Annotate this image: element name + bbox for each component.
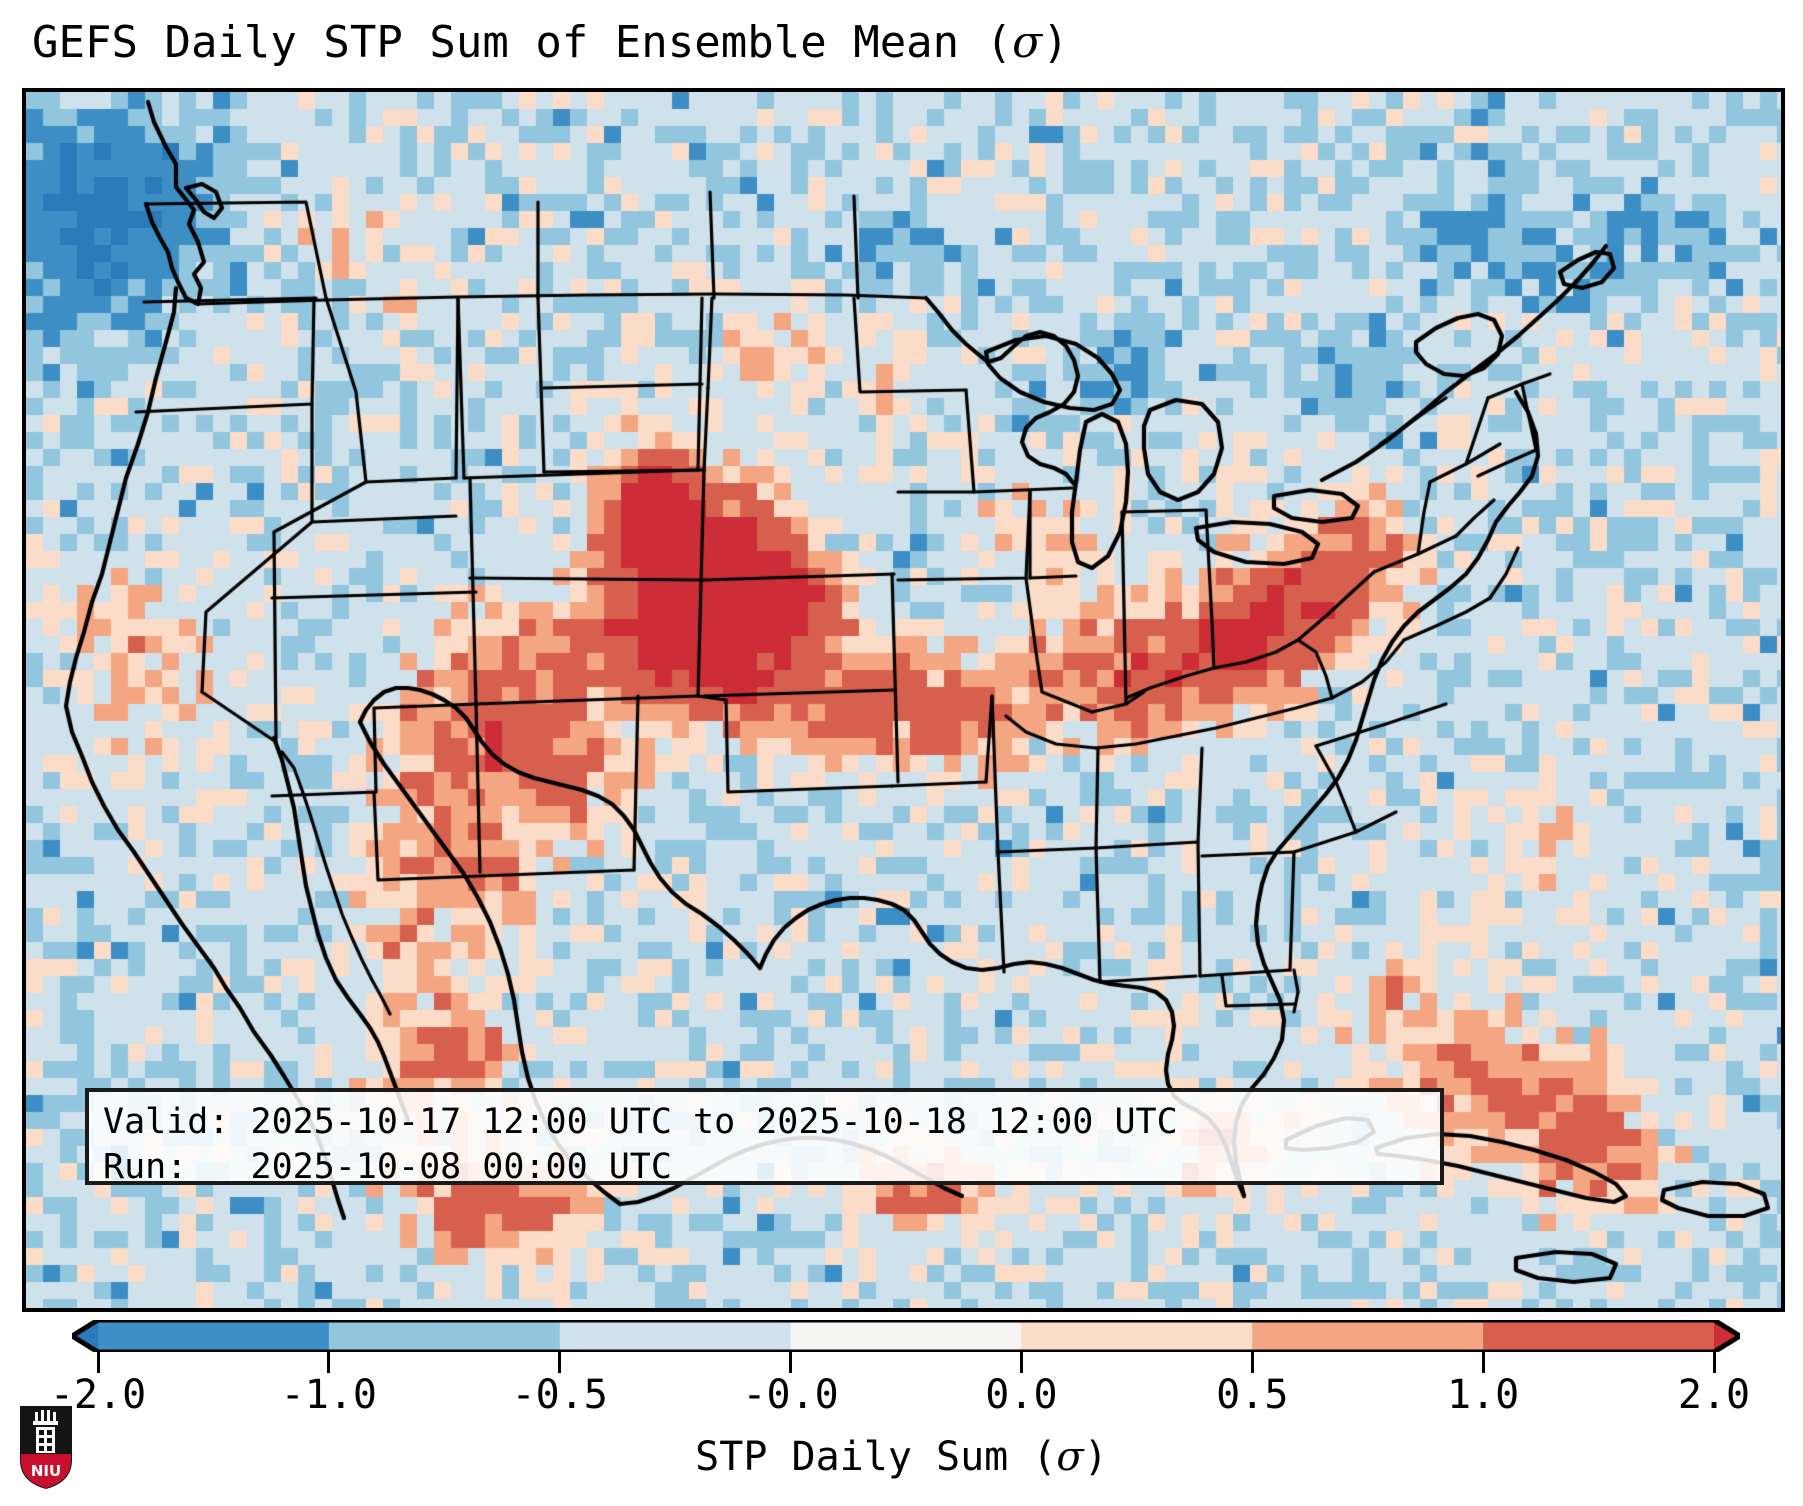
tower-windows-icon — [39, 1430, 52, 1451]
map-plot-area[interactable]: Valid: 2025-10-17 12:00 UTC to 2025-10-1… — [22, 88, 1785, 1312]
valid-time-infobox: Valid: 2025-10-17 12:00 UTC to 2025-10-1… — [85, 1088, 1444, 1187]
colorbar-axis-label: STP Daily Sum (σ) — [0, 1434, 1803, 1480]
cbar-sigma-symbol: σ — [1056, 1434, 1084, 1480]
valid-time-line: Valid: 2025-10-17 12:00 UTC to 2025-10-1… — [103, 1102, 1178, 1142]
colorbar-tick-4 — [1019, 1352, 1023, 1373]
colorbar-tick-5 — [1250, 1352, 1254, 1373]
colorbar-tick-1 — [327, 1352, 331, 1373]
colorbar-tick-3 — [789, 1352, 793, 1373]
colorbar-tick-label-3: -0.0 — [742, 1372, 839, 1418]
sigma-symbol: σ — [1012, 17, 1043, 68]
colorbar-tick-label-1: -1.0 — [280, 1372, 378, 1418]
niu-logo-text: NIU — [31, 1462, 61, 1480]
colorbar-tick-7 — [1712, 1352, 1716, 1373]
colorbar-tick-label-4: 0.0 — [985, 1372, 1058, 1418]
cbar-label-suffix: ) — [1083, 1434, 1108, 1480]
colorbar-tick-label-5: 0.5 — [1216, 1372, 1289, 1418]
colorbar-tick-label-2: -0.5 — [511, 1372, 608, 1418]
run-time-line: Run: 2025-10-08 00:00 UTC — [103, 1147, 672, 1187]
cbar-label-prefix: STP Daily Sum ( — [695, 1434, 1057, 1480]
colorbar-tick-labels: -2.0 -1.0 -0.5 -0.0 0.0 0.5 1.0 2.0 — [0, 1372, 1803, 1422]
colorbar-tick-6 — [1481, 1352, 1485, 1373]
page-title: GEFS Daily STP Sum of Ensemble Mean (σ) — [32, 17, 1069, 68]
title-suffix: ) — [1042, 17, 1069, 68]
colorbar-tick-0 — [96, 1352, 100, 1373]
colorbar-ticks — [0, 1352, 1803, 1374]
colorbar-tick-2 — [558, 1352, 562, 1373]
niu-logo: NIU — [20, 1406, 72, 1489]
colorbar[interactable]: -2.0 -1.0 -0.5 -0.0 0.0 0.5 1.0 2.0 — [0, 1316, 1803, 1418]
colorbar-tick-label-7: 2.0 — [1677, 1372, 1751, 1418]
title-text: GEFS Daily STP Sum of Ensemble Mean ( — [32, 17, 1013, 68]
colorbar-tick-label-6: 1.0 — [1447, 1372, 1520, 1418]
shield-red-icon — [21, 1454, 71, 1488]
colorbar-gradient — [72, 1320, 1740, 1352]
